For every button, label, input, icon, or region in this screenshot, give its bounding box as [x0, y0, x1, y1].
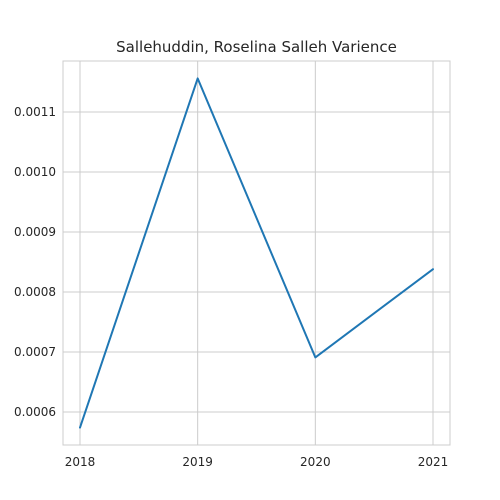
y-tick-label: 0.0007	[14, 345, 56, 359]
grid	[63, 61, 450, 445]
y-tick-label: 0.0009	[14, 225, 56, 239]
series-line	[79, 77, 434, 429]
x-tick-label: 2021	[418, 455, 449, 469]
y-tick-label: 0.0008	[14, 285, 56, 299]
x-tick-label: 2020	[300, 455, 331, 469]
y-tick-label: 0.0010	[14, 165, 56, 179]
chart-title: Sallehuddin, Roselina Salleh Varience	[116, 38, 397, 56]
x-tick-label: 2018	[65, 455, 96, 469]
y-tick-label: 0.0011	[14, 105, 56, 119]
plot-area-frame	[62, 60, 451, 446]
tick-labels: 2018 2019 2020 2021 0.0006 0.0007 0.0008 0.0009…	[14, 105, 448, 469]
y-tick-label: 0.0006	[14, 405, 56, 419]
series-layer	[79, 77, 434, 429]
x-tick-label: 2019	[182, 455, 213, 469]
